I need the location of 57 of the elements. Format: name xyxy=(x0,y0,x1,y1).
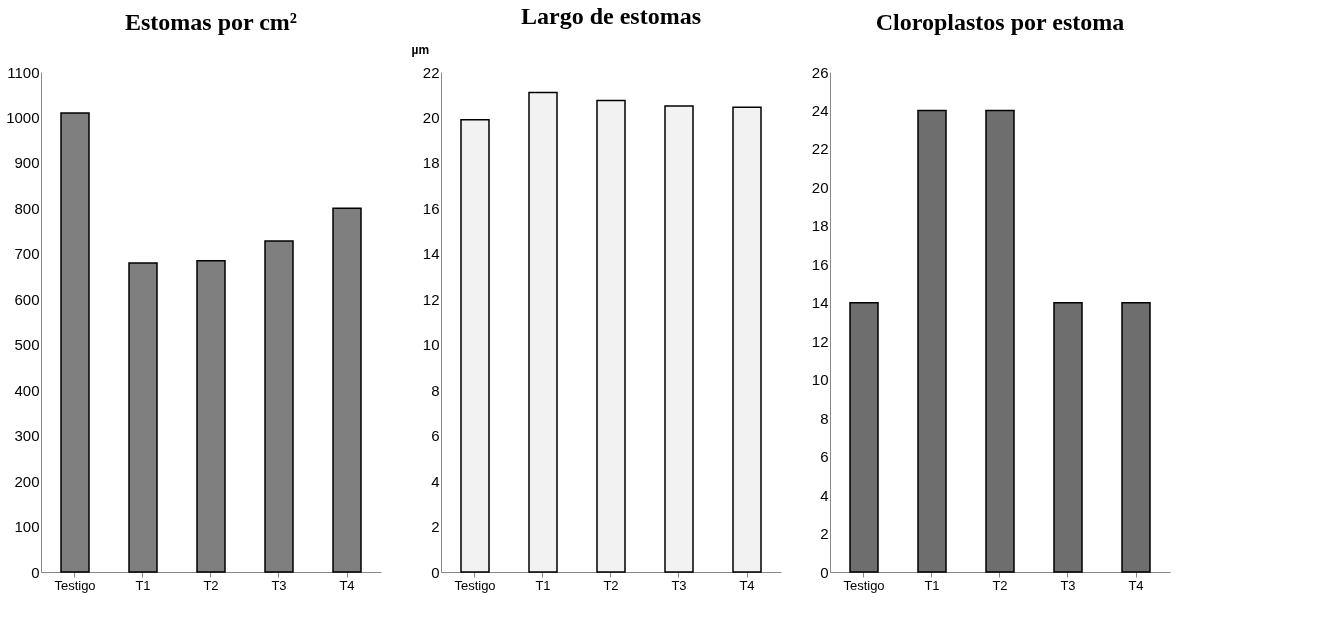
y-tick-label: 8 xyxy=(431,381,440,399)
x-tick-label: Testigo xyxy=(454,577,496,593)
y-tick-label: 600 xyxy=(14,290,40,308)
y-tick-label: 26 xyxy=(811,63,829,81)
y-tick-label: 14 xyxy=(422,245,440,263)
y-tick-label: 300 xyxy=(14,427,40,445)
y-tick-label: 0 xyxy=(31,563,40,581)
y-tick-label: 10 xyxy=(811,371,829,389)
y-tick-label: 100 xyxy=(14,518,40,536)
y-tick-label: 18 xyxy=(811,217,829,235)
x-tick-label: T4 xyxy=(339,577,355,593)
y-tick-label: 0 xyxy=(820,563,829,581)
y-tick-label: 8 xyxy=(820,409,829,427)
x-tick-label: T1 xyxy=(924,577,940,593)
y-tick-label: 800 xyxy=(14,199,40,217)
x-tick-label: Testigo xyxy=(54,577,96,593)
x-tick-label: T1 xyxy=(535,577,551,593)
x-tick-label: T2 xyxy=(203,577,219,593)
y-tick-label: 10 xyxy=(422,336,440,354)
x-tick-label: T2 xyxy=(603,577,619,593)
y-tick-label: 18 xyxy=(422,154,440,172)
chart-title: Estomas por cm² xyxy=(124,9,298,35)
x-tick-label: T3 xyxy=(671,577,687,593)
y-tick-label: 2 xyxy=(820,525,829,543)
x-tick-label: T3 xyxy=(271,577,287,593)
y-tick-label: 16 xyxy=(811,255,829,273)
y-tick-label: 22 xyxy=(422,63,440,81)
y-tick-label: 1000 xyxy=(6,108,40,126)
y-axis-title: µm xyxy=(411,42,430,57)
x-tick-label: T4 xyxy=(1128,577,1144,593)
y-tick-label: 1100 xyxy=(7,63,40,81)
y-tick-label: 4 xyxy=(431,472,440,490)
y-tick-label: 700 xyxy=(14,245,40,263)
y-tick-label: 500 xyxy=(14,336,40,354)
y-tick-label: 24 xyxy=(811,101,829,119)
chart-title: Largo de estomas xyxy=(521,3,701,29)
y-tick-label: 900 xyxy=(14,154,40,172)
x-tick-label: T4 xyxy=(739,577,755,593)
y-tick-label: 16 xyxy=(422,199,440,217)
y-tick-label: 4 xyxy=(820,486,829,504)
y-tick-label: 6 xyxy=(431,427,440,445)
y-tick-label: 20 xyxy=(811,178,829,196)
x-tick-label: T1 xyxy=(135,577,151,593)
y-tick-label: 6 xyxy=(820,448,829,466)
y-tick-label: 12 xyxy=(811,332,829,350)
y-tick-label: 2 xyxy=(431,518,440,536)
x-tick-label: T2 xyxy=(992,577,1008,593)
y-tick-label: 200 xyxy=(14,472,40,490)
y-tick-label: 20 xyxy=(422,108,440,126)
x-tick-label: T3 xyxy=(1060,577,1076,593)
y-tick-label: 14 xyxy=(811,294,829,312)
y-tick-label: 400 xyxy=(14,381,40,399)
x-tick-label: Testigo xyxy=(843,577,885,593)
y-tick-label: 22 xyxy=(811,140,829,158)
chart-title: Cloroplastos por estoma xyxy=(875,9,1125,35)
y-tick-label: 0 xyxy=(431,563,440,581)
y-tick-label: 12 xyxy=(422,290,440,308)
